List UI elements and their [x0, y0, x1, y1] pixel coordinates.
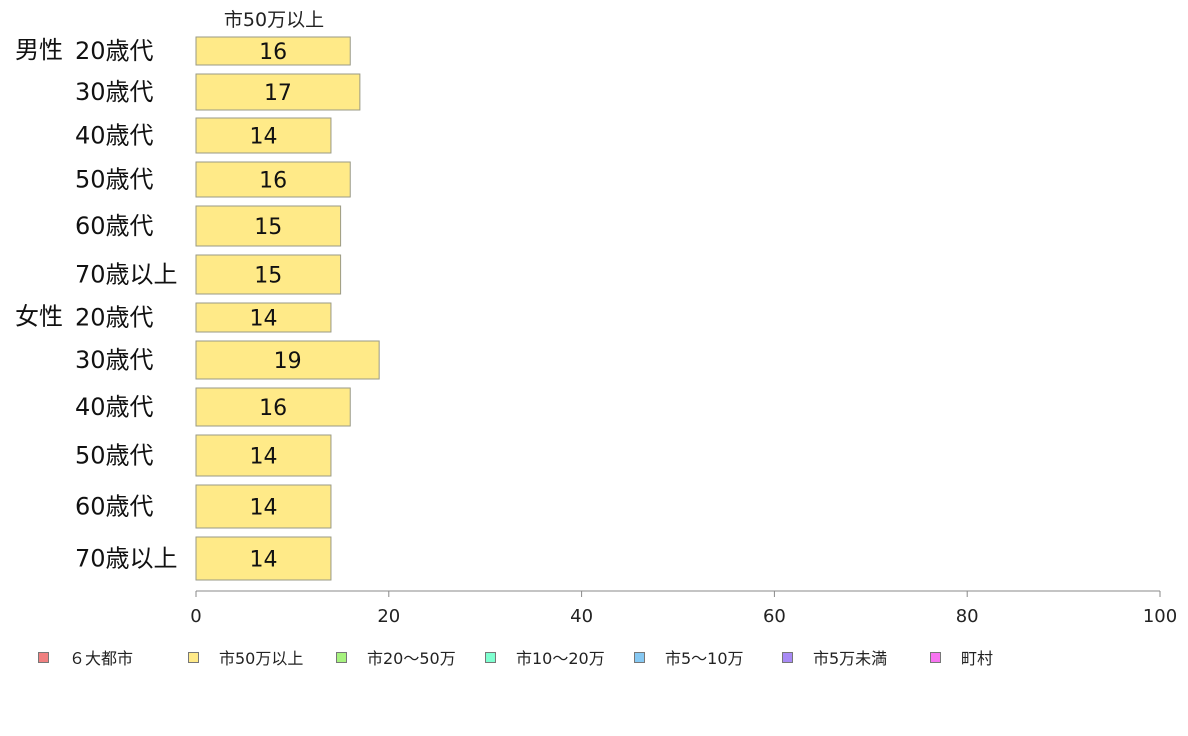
x-tick-label: 0: [190, 606, 201, 627]
bar: [195, 536, 332, 581]
legend: ６大都市 市50万以上 市20～50万 市10～20万 市5～10万 市5万未満 町村: [38, 645, 1158, 669]
category-label: 50歳代: [75, 166, 154, 194]
data-label: 14: [249, 496, 277, 521]
legend-item: 市20～50万: [336, 645, 456, 669]
x-tick-label: 20: [377, 606, 400, 627]
bar: [195, 254, 342, 295]
data-label: 15: [254, 215, 282, 240]
legend-item: 市50万以上: [188, 645, 303, 669]
legend-swatch: [38, 651, 49, 663]
bar: [195, 117, 332, 154]
bar: [195, 73, 361, 111]
category-label: 60歳代: [75, 212, 154, 240]
legend-swatch: [188, 651, 199, 663]
legend-label: 市5万未満: [813, 649, 888, 668]
category-label: 30歳代: [75, 346, 154, 374]
data-label: 17: [264, 81, 292, 106]
data-label: 16: [259, 40, 287, 65]
bar: [195, 302, 332, 333]
legend-label: 町村: [961, 649, 994, 668]
category-label: 40歳代: [75, 393, 154, 421]
series-label: 市50万以上: [224, 9, 324, 31]
category-label: 70歳以上: [75, 545, 178, 573]
legend-label: 市10～20万: [516, 649, 605, 668]
data-label: 15: [254, 264, 282, 289]
legend-item: 町村: [930, 645, 993, 669]
data-label: 14: [249, 125, 277, 150]
legend-item: 市5万未満: [782, 645, 887, 669]
category-label: 50歳代: [75, 442, 154, 470]
legend-label: ６大都市: [69, 649, 134, 668]
x-tick-label: 60: [763, 606, 786, 627]
x-tick-label: 40: [570, 606, 593, 627]
x-tick-label: 80: [956, 606, 979, 627]
category-label: 70歳以上: [75, 261, 178, 289]
legend-label: 市5～10万: [665, 649, 744, 668]
category-label: 20歳代: [75, 304, 154, 332]
legend-swatch: [485, 651, 496, 663]
legend-label: 市50万以上: [219, 649, 304, 668]
legend-swatch: [634, 651, 645, 663]
legend-swatch: [782, 651, 793, 663]
data-label: 16: [259, 169, 287, 194]
x-tick-label: 100: [1143, 606, 1177, 627]
bar: [195, 484, 332, 529]
data-label: 14: [249, 307, 277, 332]
data-label: 14: [249, 548, 277, 573]
bar: [195, 387, 351, 427]
legend-swatch: [930, 651, 941, 663]
category-label: 30歳代: [75, 78, 154, 106]
bar: [195, 340, 380, 380]
bar: [195, 36, 351, 66]
legend-label: 市20～50万: [367, 649, 456, 668]
legend-item: 市10～20万: [485, 645, 605, 669]
legend-item: ６大都市: [38, 645, 133, 669]
category-label: 60歳代: [75, 493, 154, 521]
category-label: 40歳代: [75, 122, 154, 150]
data-label: 19: [274, 349, 302, 374]
bar: [195, 161, 351, 198]
bar: [195, 434, 332, 477]
legend-swatch: [336, 651, 347, 663]
data-label: 14: [249, 445, 277, 470]
legend-item: 市5～10万: [634, 645, 744, 669]
data-label: 16: [259, 396, 287, 421]
group-label: 男性: [15, 36, 63, 64]
group-label: 女性: [15, 303, 63, 331]
bar: [195, 205, 342, 247]
category-label: 20歳代: [75, 37, 154, 65]
